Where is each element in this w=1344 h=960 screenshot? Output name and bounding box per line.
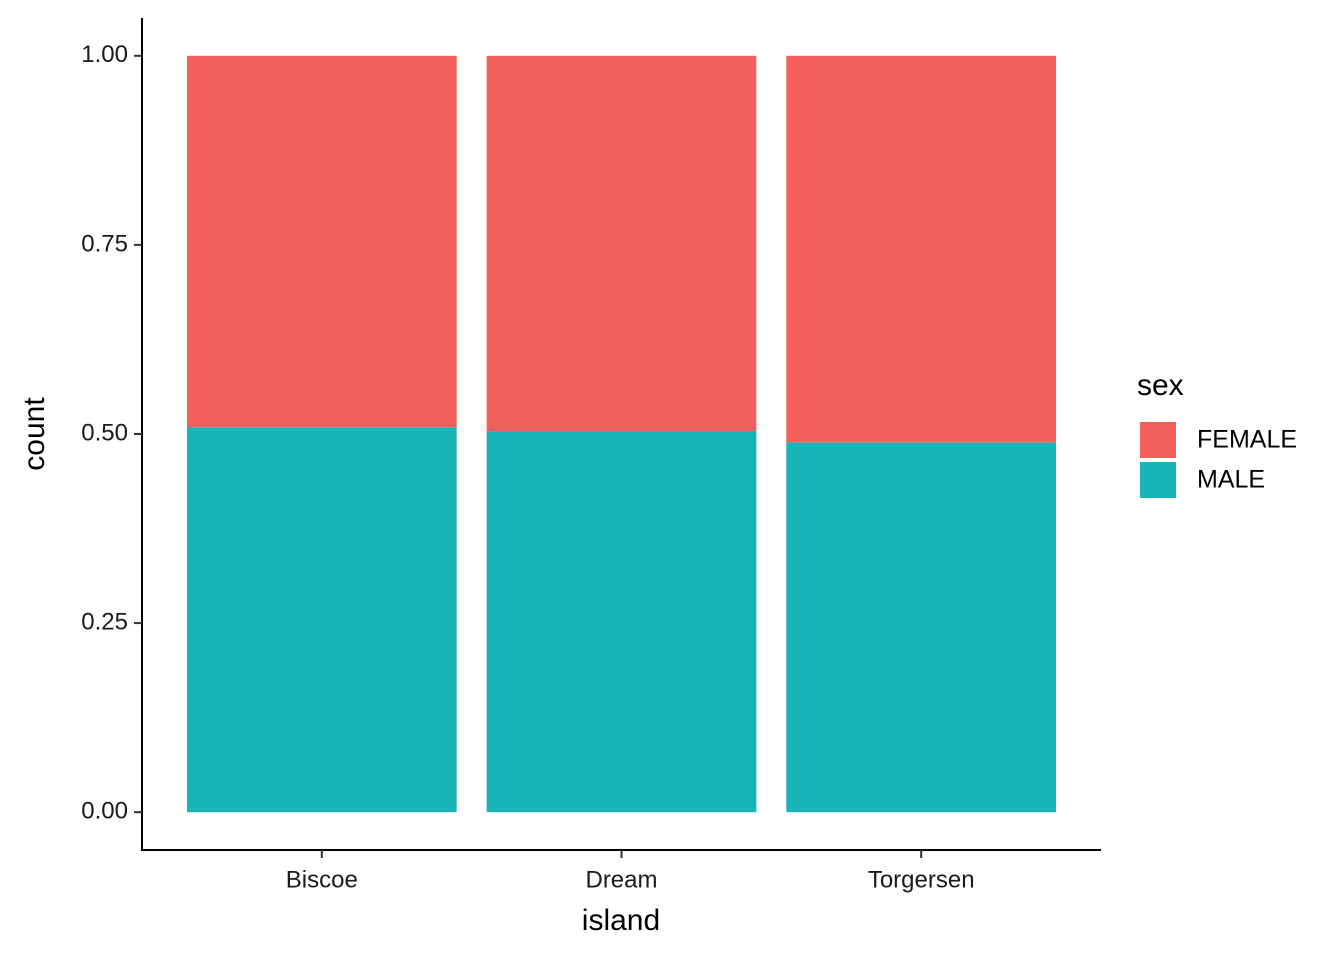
x-axis-title: island	[582, 904, 660, 937]
x-tick-label: Biscoe	[286, 866, 358, 893]
bar-segment	[186, 427, 457, 813]
legend-key	[1140, 462, 1176, 498]
y-tick-label: 0.00	[81, 798, 128, 825]
bar-segment	[786, 55, 1057, 443]
bar-segment	[486, 55, 757, 431]
y-tick-label: 1.00	[81, 41, 128, 68]
y-axis-title: count	[18, 397, 51, 471]
bar-segment	[186, 55, 457, 428]
legend-label: FEMALE	[1197, 426, 1297, 454]
y-tick-label: 0.75	[81, 230, 128, 257]
legend-title: sex	[1137, 369, 1184, 402]
y-tick-label: 0.25	[81, 608, 128, 635]
bar-segment	[786, 442, 1057, 813]
bar-segment	[486, 430, 757, 813]
legend-label: MALE	[1197, 466, 1265, 494]
legend-key	[1140, 422, 1176, 458]
y-tick-label: 0.50	[81, 419, 128, 446]
x-tick-label: Dream	[585, 866, 657, 893]
x-tick-label: Torgersen	[868, 866, 975, 893]
